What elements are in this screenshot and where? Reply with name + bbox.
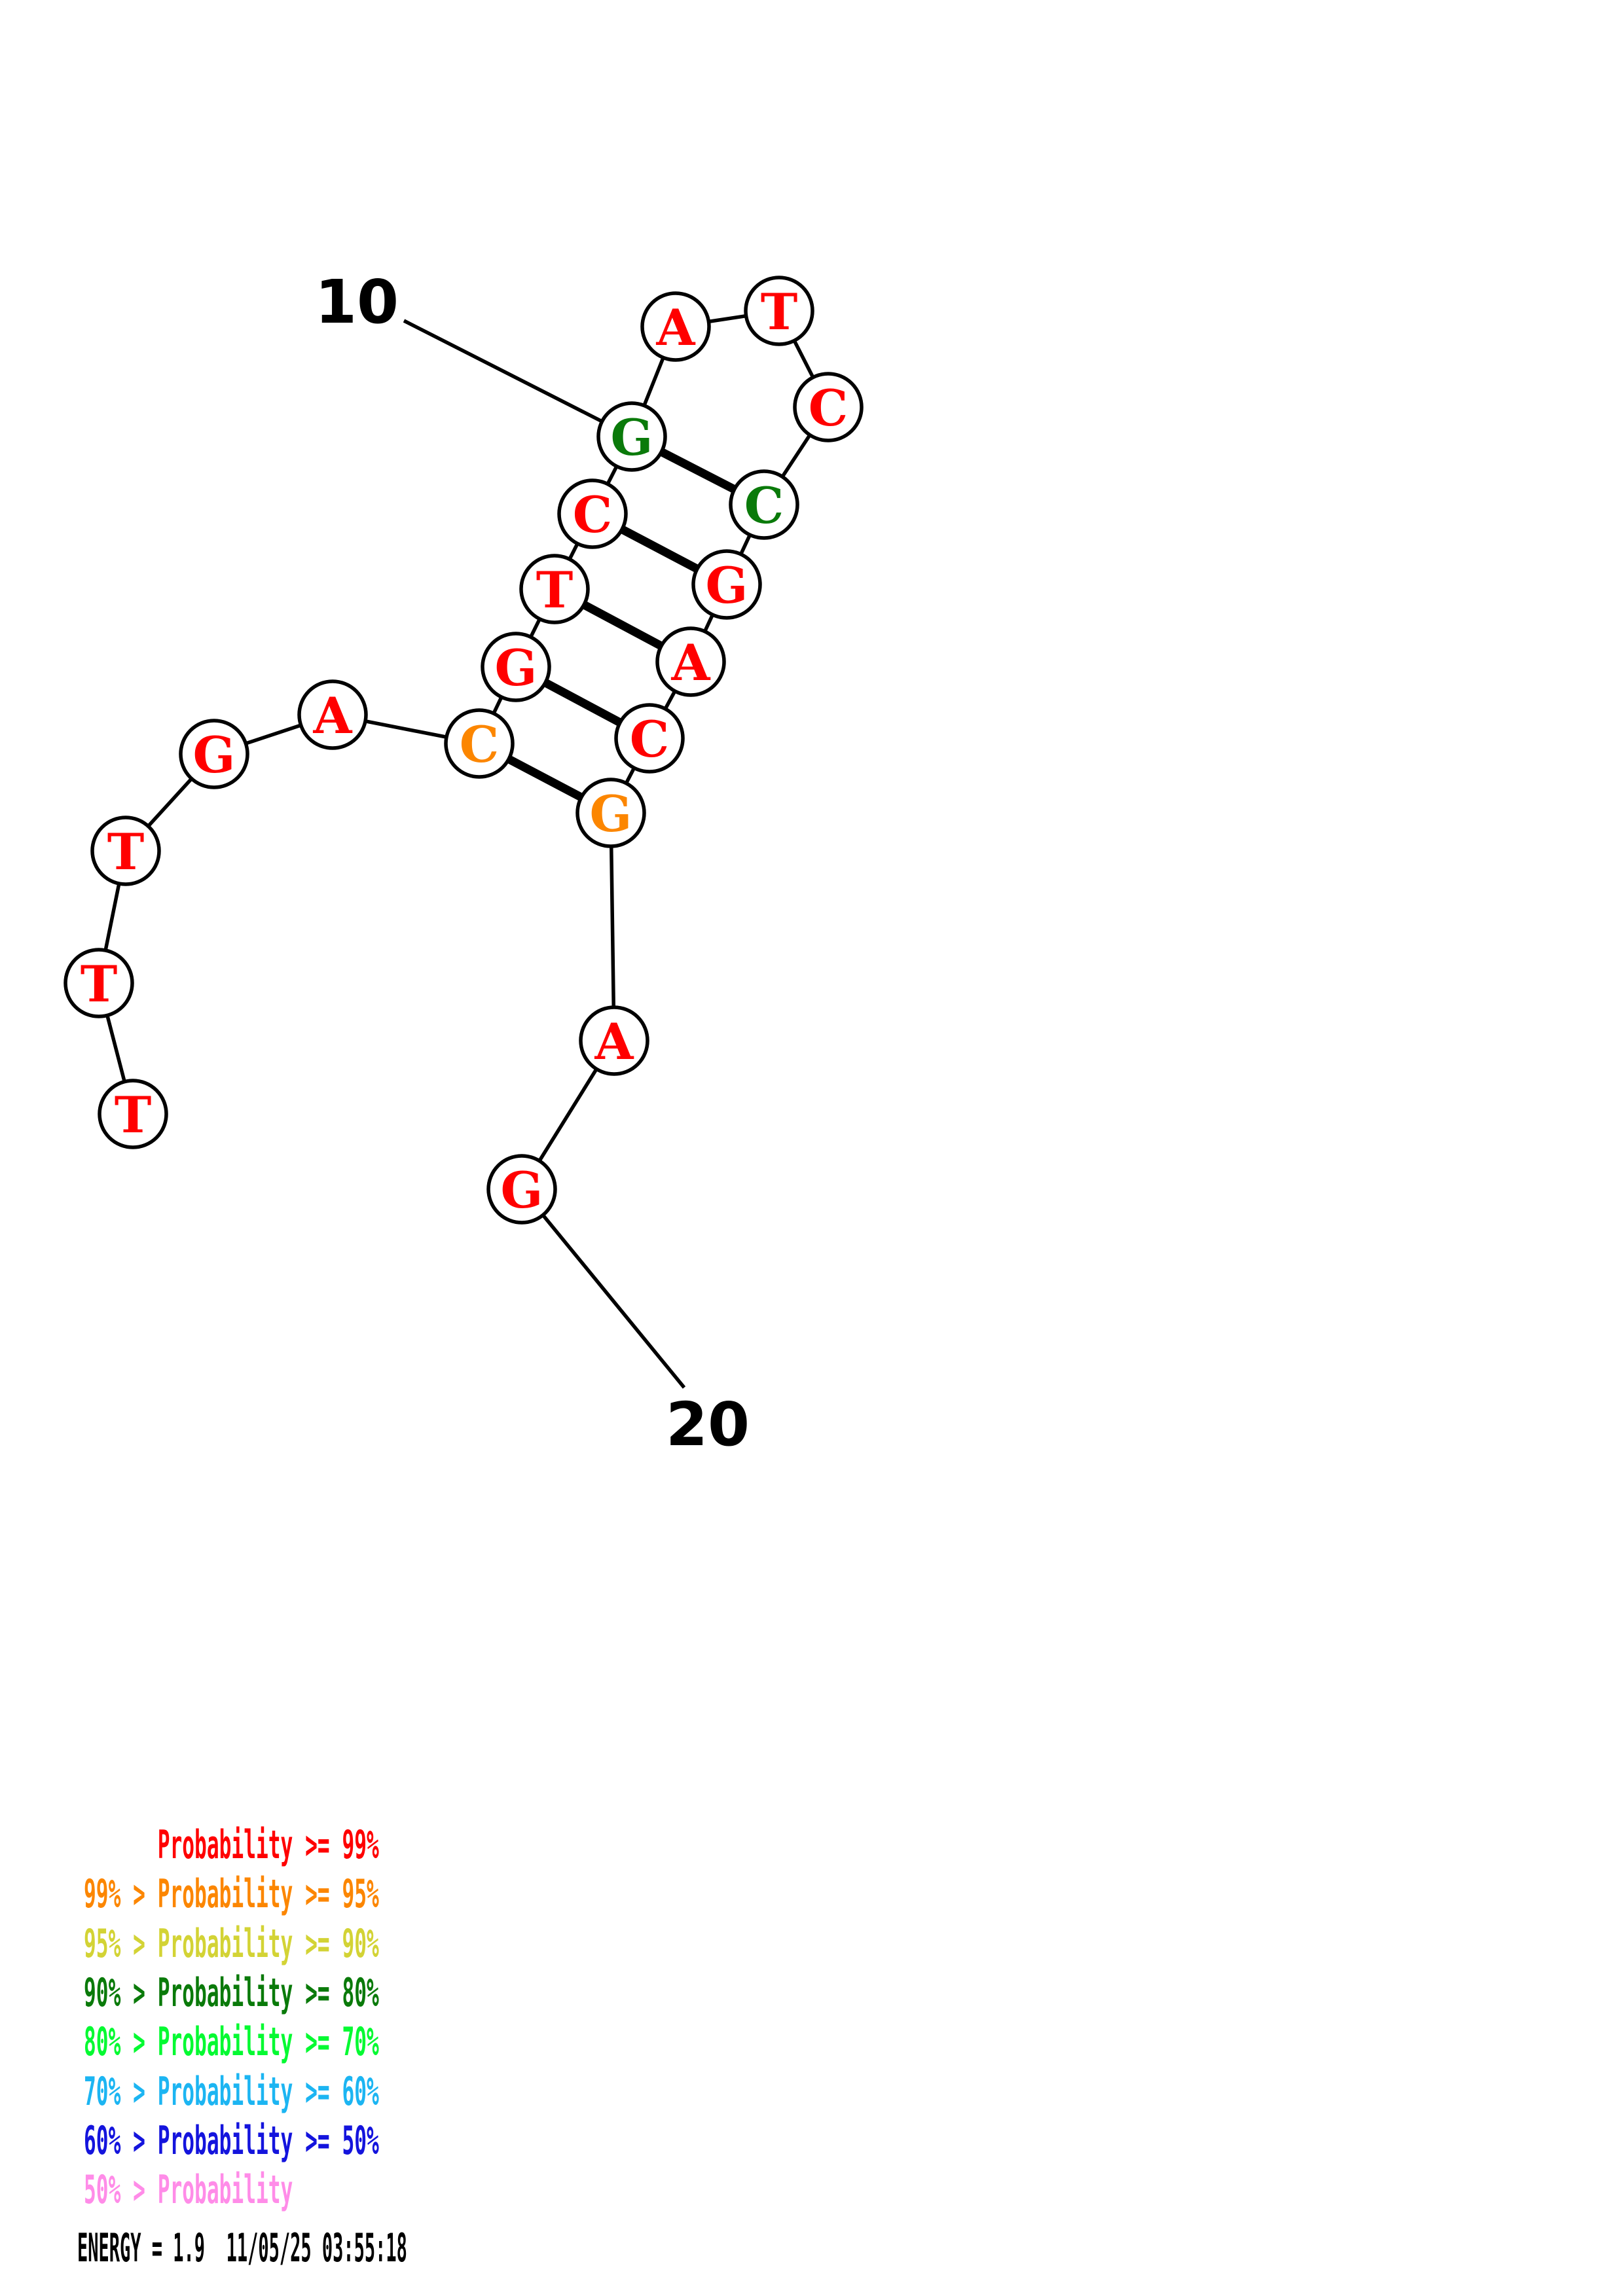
sequence-number-label: 20 — [666, 1390, 750, 1460]
nucleotide-letter: T — [107, 823, 145, 881]
nucleotide-letter: A — [313, 687, 353, 745]
legend-row: 50% > Probability — [84, 2167, 293, 2213]
nucleotide-circle — [444, 708, 515, 779]
nucleotide-circle — [744, 276, 814, 346]
nucleotide-circle — [98, 1079, 168, 1149]
legend-row: 80% > Probability >= 70% — [84, 2019, 379, 2065]
nucleotide-letter: A — [594, 1013, 634, 1071]
nucleotide-circle — [481, 632, 551, 702]
nucleotide-circle — [640, 291, 711, 362]
nucleotide-circle — [557, 478, 628, 549]
legend-row: 70% > Probability >= 60% — [84, 2069, 379, 2115]
energy-text: ENERGY = 1.9 11/05/25 03:55:18 — [77, 2225, 407, 2271]
nucleotide-letter: C — [460, 715, 500, 774]
nucleotide-letter: T — [115, 1086, 152, 1144]
nucleotide-circle — [596, 401, 667, 472]
legend-row: 60% > Probability >= 50% — [84, 2118, 379, 2164]
nucleotide-circle — [575, 778, 646, 848]
legend-row: 95% > Probability >= 90% — [84, 1921, 379, 1967]
nucleotide-circle — [90, 816, 161, 886]
nucleotide-circle — [519, 554, 590, 624]
nucleotide-letter: G — [495, 639, 538, 697]
nucleotide-letter: G — [611, 408, 653, 467]
nucleotide-letter: C — [744, 476, 784, 535]
nucleotide-circle — [614, 703, 685, 774]
sequence-number-label: 10 — [315, 267, 399, 337]
nucleotide-letter: G — [501, 1161, 543, 1219]
nucleotide-circle — [729, 469, 799, 540]
nucleotide-letter: T — [81, 955, 118, 1013]
nucleotide-letter: A — [656, 298, 696, 357]
nucleotide-circle — [691, 549, 762, 620]
backbone-line — [609, 812, 616, 1041]
nucleotide-letter: A — [671, 634, 711, 692]
label-leader-line — [403, 319, 633, 439]
nucleotide-letter: T — [761, 283, 798, 341]
nucleotide-letter: C — [573, 486, 613, 544]
legend-row: Probability >= 99% — [84, 1822, 379, 1868]
nucleotide-circle — [64, 948, 134, 1018]
nucleotide-circle — [579, 1005, 649, 1076]
nucleotide-circle — [793, 372, 864, 442]
label-leader-line — [520, 1188, 686, 1389]
nucleotide-letter: C — [630, 710, 670, 768]
nucleotide-circle — [297, 679, 368, 750]
nucleotide-letter: G — [706, 556, 748, 615]
nucleotide-circle — [179, 719, 249, 789]
nucleotide-letter: T — [536, 561, 574, 619]
nucleotide-letter: C — [809, 379, 848, 437]
legend-row: 90% > Probability >= 80% — [84, 1970, 379, 2016]
nucleotide-circle — [655, 626, 726, 697]
nucleotide-circle — [486, 1154, 557, 1225]
nucleotide-letter: G — [590, 785, 632, 843]
legend-row: 99% > Probability >= 95% — [84, 1871, 379, 1917]
nucleotide-letter: G — [193, 726, 236, 784]
